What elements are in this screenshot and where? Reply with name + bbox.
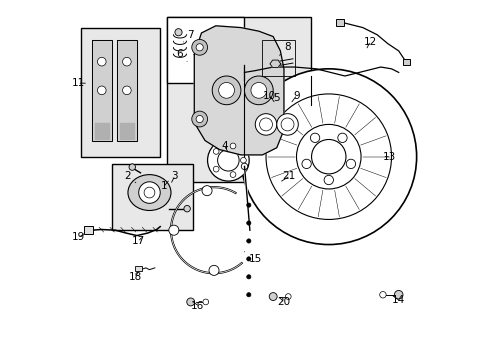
Polygon shape — [117, 40, 137, 140]
Circle shape — [269, 293, 277, 301]
Bar — [81, 28, 160, 157]
Bar — [167, 17, 244, 83]
Text: 2: 2 — [124, 171, 136, 183]
Circle shape — [250, 82, 266, 98]
Circle shape — [310, 133, 319, 143]
Circle shape — [241, 163, 247, 170]
Text: 9: 9 — [291, 91, 299, 102]
Text: 15: 15 — [244, 252, 262, 264]
Circle shape — [246, 293, 250, 297]
Text: 14: 14 — [391, 295, 405, 305]
Circle shape — [208, 265, 219, 275]
Circle shape — [311, 139, 346, 174]
Text: 6: 6 — [176, 49, 187, 62]
Circle shape — [191, 111, 207, 127]
Circle shape — [196, 116, 203, 123]
Text: 11: 11 — [72, 78, 85, 88]
Circle shape — [202, 186, 212, 196]
Circle shape — [301, 159, 311, 168]
Text: 21: 21 — [281, 171, 295, 181]
Circle shape — [122, 57, 131, 66]
Circle shape — [230, 143, 235, 149]
Text: 8: 8 — [279, 42, 290, 55]
Text: 17: 17 — [132, 236, 145, 246]
Bar — [112, 164, 192, 230]
Circle shape — [175, 29, 182, 36]
Circle shape — [240, 157, 246, 163]
Circle shape — [255, 114, 276, 135]
Circle shape — [213, 166, 219, 172]
Circle shape — [281, 118, 293, 131]
Text: 4: 4 — [221, 141, 227, 152]
Circle shape — [191, 40, 207, 55]
Circle shape — [213, 149, 219, 154]
Circle shape — [241, 69, 416, 244]
Bar — [83, 226, 93, 234]
Circle shape — [244, 76, 273, 105]
Polygon shape — [269, 60, 280, 68]
Text: 19: 19 — [72, 232, 85, 242]
Bar — [262, 40, 294, 76]
Text: 20: 20 — [277, 297, 290, 307]
Circle shape — [337, 133, 346, 143]
Text: 12: 12 — [363, 37, 376, 48]
Circle shape — [203, 299, 208, 305]
Polygon shape — [194, 26, 284, 155]
Text: 16: 16 — [191, 301, 204, 311]
Bar — [335, 19, 343, 26]
Circle shape — [122, 86, 131, 95]
Circle shape — [212, 76, 241, 105]
Circle shape — [218, 82, 234, 98]
Circle shape — [129, 164, 135, 170]
Ellipse shape — [128, 175, 171, 211]
Circle shape — [183, 206, 190, 212]
Circle shape — [196, 44, 203, 51]
Circle shape — [246, 257, 250, 261]
Text: 3: 3 — [171, 171, 178, 183]
Text: 13: 13 — [382, 152, 396, 162]
Circle shape — [207, 139, 249, 181]
Circle shape — [246, 221, 250, 225]
Text: 10: 10 — [263, 91, 276, 102]
Circle shape — [246, 203, 250, 207]
Circle shape — [265, 94, 391, 220]
Circle shape — [230, 172, 235, 177]
Circle shape — [394, 291, 402, 299]
Circle shape — [296, 125, 360, 189]
Circle shape — [379, 292, 386, 298]
Text: 18: 18 — [128, 272, 142, 282]
Circle shape — [186, 298, 194, 306]
Circle shape — [324, 175, 333, 185]
Bar — [135, 266, 142, 271]
Bar — [167, 17, 310, 182]
Circle shape — [246, 275, 250, 279]
Circle shape — [97, 86, 106, 95]
Polygon shape — [95, 123, 109, 139]
Circle shape — [97, 57, 106, 66]
Circle shape — [144, 187, 155, 198]
Text: 7: 7 — [183, 30, 194, 42]
Circle shape — [139, 182, 160, 203]
Circle shape — [246, 239, 250, 243]
Polygon shape — [92, 40, 112, 140]
Circle shape — [168, 225, 179, 235]
Circle shape — [259, 118, 272, 131]
Circle shape — [217, 149, 239, 171]
Circle shape — [276, 114, 298, 135]
Circle shape — [285, 294, 290, 300]
Bar — [402, 59, 409, 64]
Polygon shape — [120, 123, 134, 139]
Text: 1: 1 — [160, 181, 168, 192]
Text: 5: 5 — [269, 93, 280, 103]
Circle shape — [346, 159, 355, 168]
